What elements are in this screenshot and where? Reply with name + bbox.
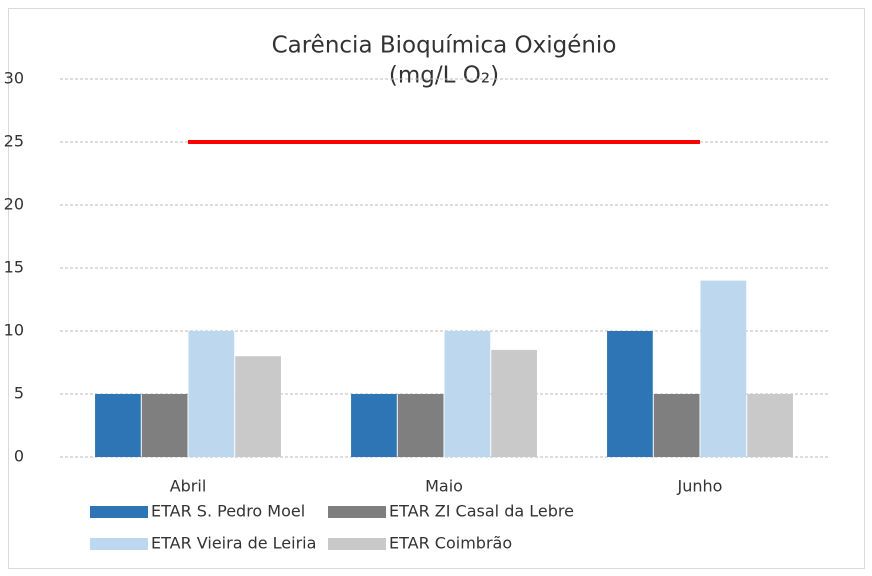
y-tick-label: 0 (14, 447, 24, 466)
y-tick-label: 15 (4, 258, 24, 277)
bar (397, 394, 444, 457)
x-tick-label: Junho (677, 477, 723, 496)
bar (700, 280, 747, 457)
x-tick-label: Maio (425, 477, 463, 496)
y-tick-label: 30 (4, 69, 24, 88)
legend-swatch (328, 538, 386, 550)
legend-label: ETAR S. Pedro Moel (151, 502, 305, 521)
y-tick-label: 25 (4, 132, 24, 151)
bar (607, 331, 653, 457)
legend-swatch (328, 506, 386, 518)
legend-label: ETAR Vieira de Leiria (151, 534, 316, 553)
legend-label: ETAR ZI Casal da Lebre (389, 502, 574, 521)
legend-swatch (90, 506, 148, 518)
bar (235, 356, 281, 457)
legend-label: ETAR Coimbrão (389, 534, 512, 553)
bar (747, 394, 793, 457)
y-tick-label: 10 (4, 321, 24, 340)
legend-swatch (90, 538, 148, 550)
chart-title: Carência Bioquímica Oxigénio (272, 33, 617, 59)
bar (188, 331, 235, 457)
bar (351, 394, 397, 457)
bar (141, 394, 188, 457)
bar (95, 394, 141, 457)
bar (653, 394, 700, 457)
y-tick-label: 20 (4, 195, 24, 214)
x-tick-label: Abril (170, 477, 207, 496)
bar (444, 331, 491, 457)
y-tick-label: 5 (14, 384, 24, 403)
chart-subtitle: (mg/L O₂) (389, 63, 499, 89)
bar (491, 349, 537, 457)
